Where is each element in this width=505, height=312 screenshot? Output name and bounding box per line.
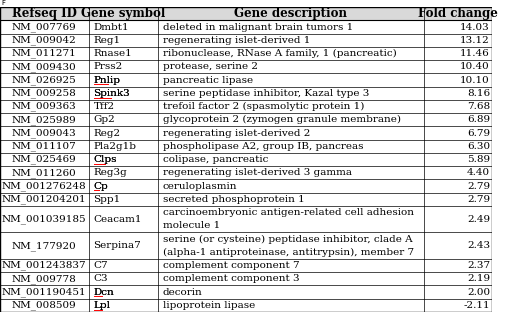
Text: Dcn: Dcn (93, 288, 114, 297)
Text: complement component 3: complement component 3 (163, 274, 299, 283)
Text: secreted phosphoprotein 1: secreted phosphoprotein 1 (163, 195, 304, 204)
Text: Gene description: Gene description (234, 7, 347, 20)
Text: 5.89: 5.89 (467, 155, 490, 164)
Text: NM_011107: NM_011107 (12, 142, 77, 151)
Text: 4.40: 4.40 (467, 168, 490, 177)
Text: Pnlip: Pnlip (93, 76, 121, 85)
Text: Lpl: Lpl (93, 301, 111, 310)
Text: Cp: Cp (93, 182, 108, 191)
Text: NM_009042: NM_009042 (12, 36, 77, 45)
Text: -2.11: -2.11 (464, 301, 490, 310)
Text: regenerating islet-derived 1: regenerating islet-derived 1 (163, 36, 310, 45)
Text: Pnlip: Pnlip (93, 76, 121, 85)
Text: NM_009363: NM_009363 (12, 102, 77, 111)
Text: molecule 1: molecule 1 (163, 221, 220, 230)
Text: pancreatic lipase: pancreatic lipase (163, 76, 252, 85)
Text: NM_001204201: NM_001204201 (2, 194, 87, 204)
Text: F: F (1, 0, 5, 6)
Text: Clps: Clps (93, 155, 117, 164)
Text: 14.03: 14.03 (460, 22, 490, 32)
Text: 2.37: 2.37 (467, 261, 490, 270)
Text: Pla2g1b: Pla2g1b (93, 142, 136, 151)
Text: C3: C3 (93, 274, 108, 283)
Text: protease, serine 2: protease, serine 2 (163, 62, 258, 71)
Text: regenerating islet-derived 2: regenerating islet-derived 2 (163, 129, 310, 138)
Text: NM_026925: NM_026925 (12, 75, 77, 85)
Text: NM_009258: NM_009258 (12, 89, 77, 98)
Text: NM_025989: NM_025989 (12, 115, 77, 125)
Text: NM_009430: NM_009430 (12, 62, 77, 72)
Text: Spp1: Spp1 (93, 195, 121, 204)
Text: Reg3g: Reg3g (93, 168, 127, 177)
Text: NM_001039185: NM_001039185 (2, 214, 87, 224)
Text: 7.68: 7.68 (467, 102, 490, 111)
Text: NM_001190451: NM_001190451 (2, 287, 87, 297)
Text: deleted in malignant brain tumors 1: deleted in malignant brain tumors 1 (163, 22, 353, 32)
Text: 2.49: 2.49 (467, 215, 490, 224)
Text: glycoprotein 2 (zymogen granule membrane): glycoprotein 2 (zymogen granule membrane… (163, 115, 400, 124)
Text: NM_007769: NM_007769 (12, 22, 77, 32)
Text: 2.00: 2.00 (467, 288, 490, 297)
Text: colipase, pancreatic: colipase, pancreatic (163, 155, 268, 164)
Text: Reg2: Reg2 (93, 129, 121, 138)
Text: Serpina7: Serpina7 (93, 241, 141, 250)
Text: 2.43: 2.43 (467, 241, 490, 250)
Text: 11.46: 11.46 (460, 49, 490, 58)
Text: phospholipase A2, group IB, pancreas: phospholipase A2, group IB, pancreas (163, 142, 363, 151)
Text: NM_009043: NM_009043 (12, 128, 77, 138)
Text: 10.10: 10.10 (460, 76, 490, 85)
Text: Rnase1: Rnase1 (93, 49, 132, 58)
Text: NM_009778: NM_009778 (12, 274, 77, 284)
Text: lipoprotein lipase: lipoprotein lipase (163, 301, 255, 310)
Text: NM_011260: NM_011260 (12, 168, 77, 178)
Text: 8.16: 8.16 (467, 89, 490, 98)
Text: Cp: Cp (93, 182, 108, 191)
Text: 10.40: 10.40 (460, 62, 490, 71)
Text: 6.30: 6.30 (467, 142, 490, 151)
Text: Spink3: Spink3 (93, 89, 130, 98)
Text: NM_177920: NM_177920 (12, 241, 77, 251)
Text: NM_008509: NM_008509 (12, 300, 77, 310)
Text: Tff2: Tff2 (93, 102, 115, 111)
Text: C7: C7 (93, 261, 108, 270)
Text: ceruloplasmin: ceruloplasmin (163, 182, 237, 191)
Text: Reg1: Reg1 (93, 36, 121, 45)
Text: Dmbt1: Dmbt1 (93, 22, 129, 32)
Text: Fold change: Fold change (418, 7, 498, 20)
Text: ribonuclease, RNase A family, 1 (pancreatic): ribonuclease, RNase A family, 1 (pancrea… (163, 49, 396, 58)
Text: carcinoembryonic antigen-related cell adhesion: carcinoembryonic antigen-related cell ad… (163, 208, 414, 217)
Text: Prss2: Prss2 (93, 62, 123, 71)
Text: NM_025469: NM_025469 (12, 155, 77, 164)
Text: 2.19: 2.19 (467, 274, 490, 283)
Text: complement component 7: complement component 7 (163, 261, 299, 270)
Text: NM_001276248: NM_001276248 (2, 181, 87, 191)
Text: 13.12: 13.12 (460, 36, 490, 45)
Text: NM_001243837: NM_001243837 (2, 261, 87, 271)
Text: serine peptidase inhibitor, Kazal type 3: serine peptidase inhibitor, Kazal type 3 (163, 89, 369, 98)
Text: 6.89: 6.89 (467, 115, 490, 124)
Text: Lpl: Lpl (93, 301, 111, 310)
Text: 2.79: 2.79 (467, 182, 490, 191)
Text: Dcn: Dcn (93, 288, 114, 297)
Text: Gene symbol: Gene symbol (81, 7, 165, 20)
Text: 2.79: 2.79 (467, 195, 490, 204)
Text: Clps: Clps (93, 155, 117, 164)
Text: Gp2: Gp2 (93, 115, 115, 124)
Text: decorin: decorin (163, 288, 203, 297)
Text: 6.79: 6.79 (467, 129, 490, 138)
Text: trefoil factor 2 (spasmolytic protein 1): trefoil factor 2 (spasmolytic protein 1) (163, 102, 364, 111)
Text: Spink3: Spink3 (93, 89, 130, 98)
Text: NM_011271: NM_011271 (12, 49, 77, 58)
Text: Refseq ID: Refseq ID (12, 7, 77, 20)
Text: Ceacam1: Ceacam1 (93, 215, 142, 224)
Text: (alpha-1 antiproteinase, antitrypsin), member 7: (alpha-1 antiproteinase, antitrypsin), m… (163, 248, 414, 257)
Text: regenerating islet-derived 3 gamma: regenerating islet-derived 3 gamma (163, 168, 351, 177)
Bar (0, 7, 492, 21)
Text: serine (or cysteine) peptidase inhibitor, clade A: serine (or cysteine) peptidase inhibitor… (163, 235, 412, 244)
